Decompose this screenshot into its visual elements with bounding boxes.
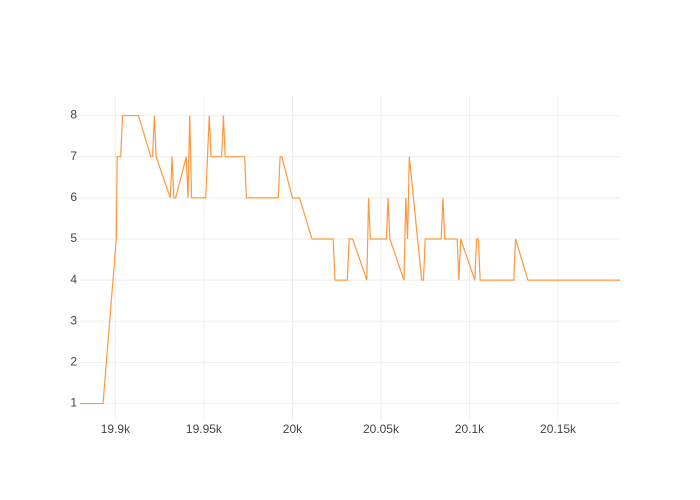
y-tick-label: 1 xyxy=(70,396,77,410)
x-tick-label: 19.95k xyxy=(186,422,223,436)
y-tick-label: 2 xyxy=(70,355,77,369)
x-tick-label: 19.9k xyxy=(101,422,131,436)
y-tick-label: 8 xyxy=(70,108,77,122)
x-tick-label: 20.05k xyxy=(363,422,400,436)
y-tick-label: 3 xyxy=(70,313,77,327)
x-tick-label: 20.1k xyxy=(455,422,485,436)
x-tick-label: 20.15k xyxy=(540,422,577,436)
y-tick-label: 4 xyxy=(70,272,77,286)
x-tick-label: 20k xyxy=(283,422,303,436)
y-tick-label: 7 xyxy=(70,149,77,163)
y-tick-label: 5 xyxy=(70,231,77,245)
line xyxy=(80,114,620,405)
y-tick-label: 6 xyxy=(70,190,77,204)
